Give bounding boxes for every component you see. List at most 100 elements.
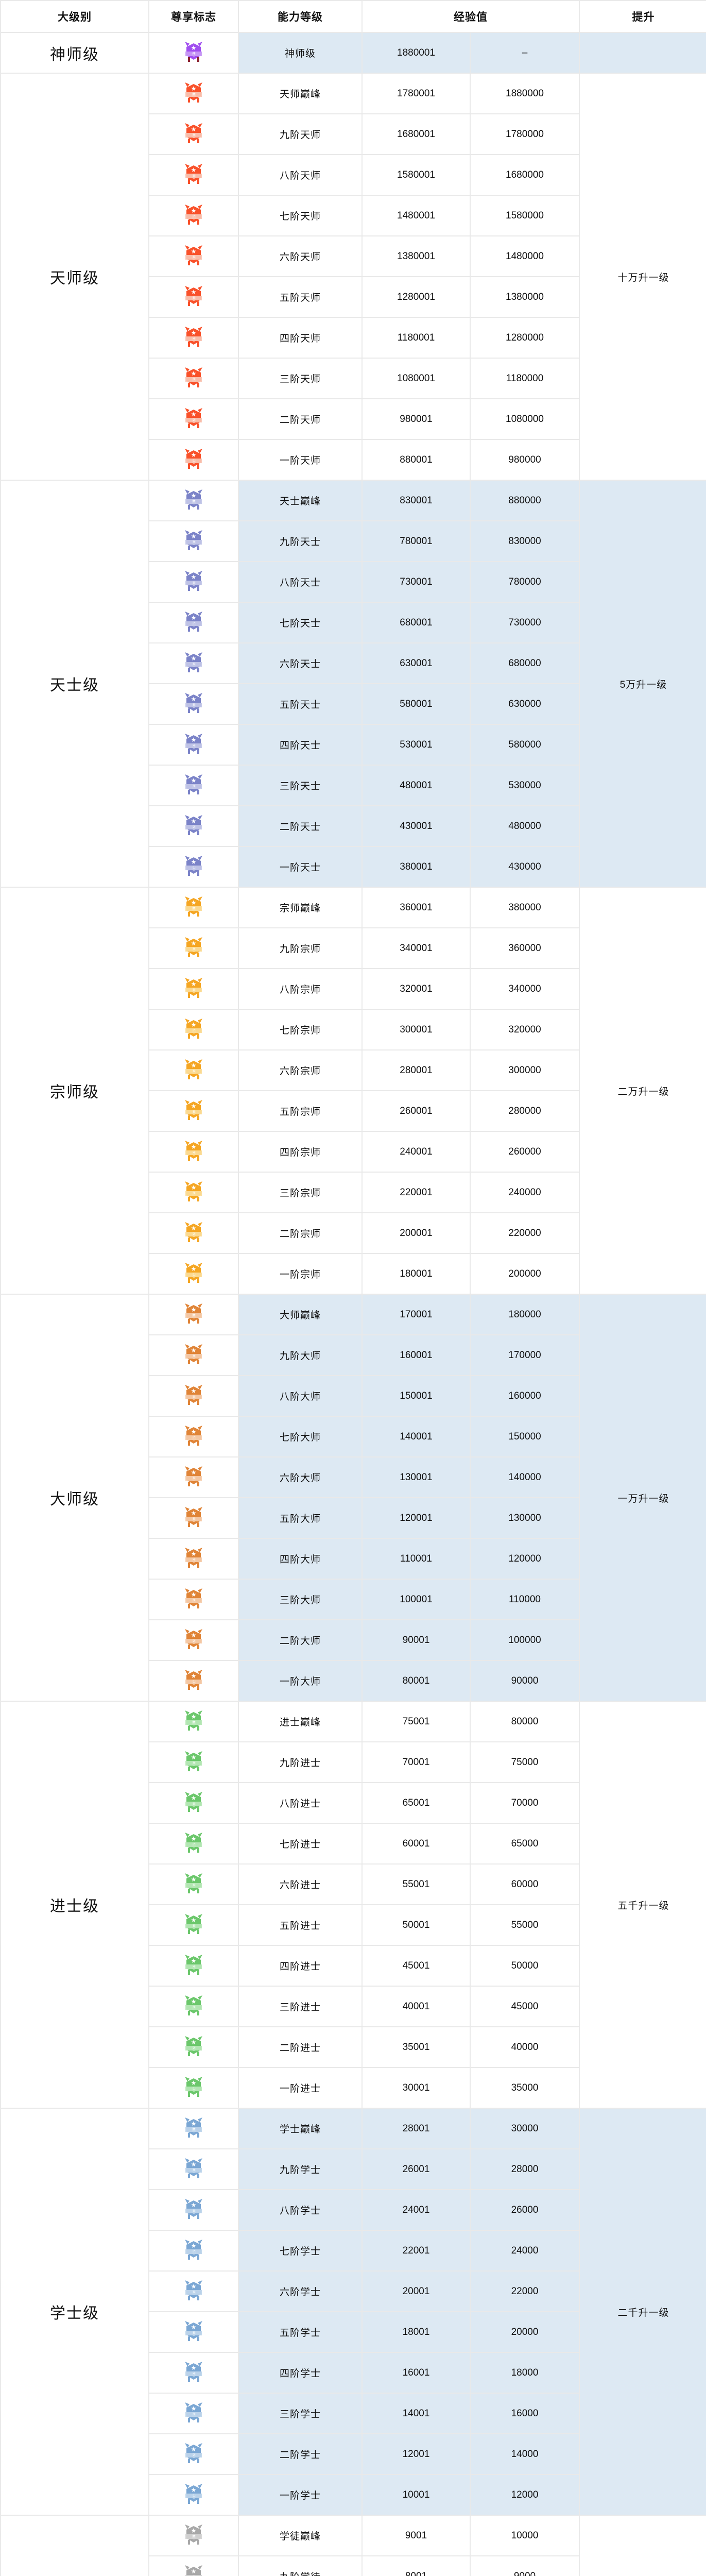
rank-badge-icon: 3 xyxy=(185,1588,202,1608)
badge-cell: 7 xyxy=(149,1417,238,1456)
level-name-cell: 五阶大师 xyxy=(239,1498,361,1538)
exp-min-cell: 10001 xyxy=(363,2475,470,2515)
exp-max-cell: 1880000 xyxy=(471,74,579,113)
badge-cell: 9 xyxy=(149,1335,238,1375)
table-row: 5 五阶进士 50001 55000 xyxy=(1,1905,706,1945)
table-row: 进士级 巅 进士巅峰 75001 80000 五千升一级 xyxy=(1,1702,706,2108)
badge-cell: 神 xyxy=(149,33,238,73)
rank-badge-icon: 8 xyxy=(185,1384,202,1405)
table-row: 1 一阶学士 10001 12000 xyxy=(1,2475,706,2515)
rank-badge-icon: 3 xyxy=(185,1181,202,1201)
level-name-cell: 六阶天师 xyxy=(239,236,361,276)
rank-badge-icon: 5 xyxy=(185,2320,202,2341)
table-row: 3 三阶学士 14001 16000 xyxy=(1,2394,706,2433)
rank-badge-icon: 6 xyxy=(185,1873,202,1893)
exp-min-cell: 18001 xyxy=(363,2312,470,2352)
badge-cell: 2 xyxy=(149,2027,238,2067)
table-header: 大级别 尊享标志 能力等级 经验值 提升 xyxy=(1,1,706,32)
rank-badge-icon: 5 xyxy=(185,285,202,306)
exp-min-cell: 120001 xyxy=(363,1498,470,1538)
exp-min-cell: 26001 xyxy=(363,2149,470,2189)
rank-badge-icon: 4 xyxy=(185,2361,202,2382)
badge-cell: 9 xyxy=(149,114,238,154)
badge-cell: 1 xyxy=(149,1661,238,1701)
group-name-cell: 学士级 xyxy=(1,2109,148,2515)
exp-min-cell: 8001 xyxy=(363,2556,470,2576)
badge-cell: 5 xyxy=(149,277,238,317)
exp-max-cell: 170000 xyxy=(471,1335,579,1375)
badge-cell: 3 xyxy=(149,766,238,805)
level-name-cell: 一阶天士 xyxy=(239,847,361,887)
exp-max-cell: 55000 xyxy=(471,1905,579,1945)
exp-max-cell: 1280000 xyxy=(471,318,579,358)
badge-cell: 9 xyxy=(149,521,238,561)
upgrade-rule-cell: 一万升一级 xyxy=(580,1295,706,1701)
rank-badge-icon: 2 xyxy=(185,2036,202,2056)
badge-cell: 巅 xyxy=(149,888,238,927)
level-name-cell: 一阶天师 xyxy=(239,440,361,480)
exp-max-cell: 70000 xyxy=(471,1783,579,1823)
table-row: 2 二阶天士 430001 480000 xyxy=(1,806,706,846)
exp-min-cell: 170001 xyxy=(363,1295,470,1334)
level-name-cell: 三阶宗师 xyxy=(239,1173,361,1212)
level-name-cell: 二阶宗师 xyxy=(239,1213,361,1253)
rank-badge-icon: 2 xyxy=(185,1222,202,1242)
table-row: 4 四阶天士 530001 580000 xyxy=(1,725,706,765)
exp-max-cell: 26000 xyxy=(471,2190,579,2230)
exp-max-cell: – xyxy=(471,33,579,73)
level-name-cell: 八阶大师 xyxy=(239,1376,361,1416)
exp-min-cell: 100001 xyxy=(363,1580,470,1619)
exp-min-cell: 200001 xyxy=(363,1213,470,1253)
group-name-cell: 天士级 xyxy=(1,481,148,887)
exp-min-cell: 180001 xyxy=(363,1254,470,1294)
exp-min-cell: 1580001 xyxy=(363,155,470,195)
rank-badge-icon: 4 xyxy=(185,1954,202,1975)
exp-min-cell: 30001 xyxy=(363,2068,470,2108)
level-name-cell: 一阶进士 xyxy=(239,2068,361,2108)
exp-min-cell: 9001 xyxy=(363,2516,470,2555)
table-row: 9 九阶学徒80019000 xyxy=(1,2556,706,2576)
exp-max-cell: 65000 xyxy=(471,1824,579,1863)
rank-badge-icon: 7 xyxy=(185,1832,202,1853)
table-row: 8 八阶进士 65001 70000 xyxy=(1,1783,706,1823)
level-name-cell: 三阶大师 xyxy=(239,1580,361,1619)
table-row: 2 二阶学士 12001 14000 xyxy=(1,2434,706,2474)
exp-max-cell: 1080000 xyxy=(471,399,579,439)
badge-cell: 8 xyxy=(149,1783,238,1823)
exp-max-cell: 980000 xyxy=(471,440,579,480)
group-name-cell: 神师级 xyxy=(1,33,148,73)
exp-max-cell: 1680000 xyxy=(471,155,579,195)
badge-cell: 8 xyxy=(149,969,238,1009)
group-name-cell: 学徒级 xyxy=(1,2516,148,2576)
exp-min-cell: 12001 xyxy=(363,2434,470,2474)
badge-cell: 8 xyxy=(149,562,238,602)
exp-max-cell: 20000 xyxy=(471,2312,579,2352)
exp-max-cell: 35000 xyxy=(471,2068,579,2108)
badge-cell: 4 xyxy=(149,1132,238,1172)
exp-max-cell: 90000 xyxy=(471,1661,579,1701)
level-name-cell: 宗师巅峰 xyxy=(239,888,361,927)
exp-max-cell: 1580000 xyxy=(471,196,579,235)
rank-badge-icon: 9 xyxy=(185,2158,202,2178)
level-name-cell: 天士巅峰 xyxy=(239,481,361,520)
exp-max-cell: 140000 xyxy=(471,1458,579,1497)
table-row: 7 七阶天士 680001 730000 xyxy=(1,603,706,642)
table-row: 天士级 巅 天士巅峰 830001 880000 5万升一级 xyxy=(1,481,706,887)
rank-badge-icon: 6 xyxy=(185,1059,202,1079)
table-row: 6 六阶天士 630001 680000 xyxy=(1,643,706,683)
level-name-cell: 一阶宗师 xyxy=(239,1254,361,1294)
badge-cell: 6 xyxy=(149,643,238,683)
level-name-cell: 八阶天师 xyxy=(239,155,361,195)
badge-cell: 巅 xyxy=(149,74,238,113)
rank-badge-icon: 7 xyxy=(185,611,202,632)
exp-max-cell: 100000 xyxy=(471,1620,579,1660)
badge-cell: 巅 xyxy=(149,2109,238,2148)
badge-cell: 8 xyxy=(149,2190,238,2230)
rank-badge-icon: 4 xyxy=(185,1140,202,1161)
badge-cell: 1 xyxy=(149,2068,238,2108)
table-row: 7 七阶宗师 300001 320000 xyxy=(1,1010,706,1049)
exp-max-cell: 220000 xyxy=(471,1213,579,1253)
exp-min-cell: 430001 xyxy=(363,806,470,846)
table-row: 5 五阶大师 120001 130000 xyxy=(1,1498,706,1538)
exp-max-cell: 580000 xyxy=(471,725,579,765)
